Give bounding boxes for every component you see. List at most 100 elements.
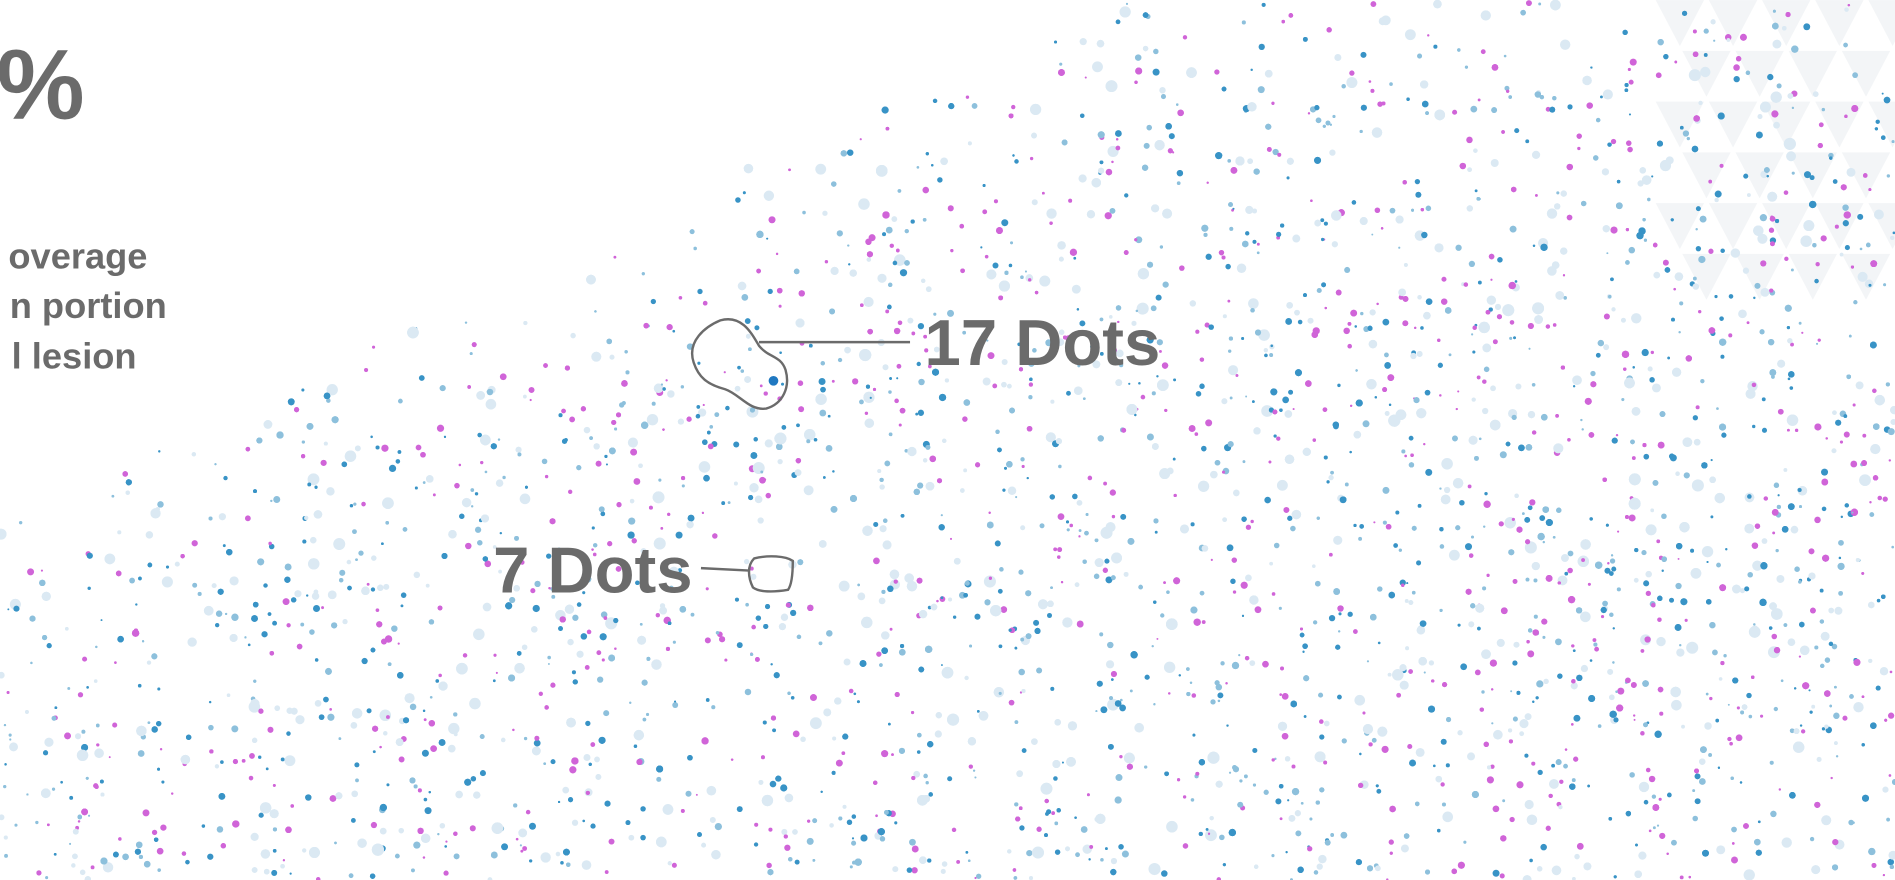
dot [604, 870, 609, 874]
dot [1589, 659, 1593, 662]
dot [1572, 375, 1582, 386]
dot [818, 378, 826, 386]
dot [1073, 386, 1083, 396]
dot [857, 583, 861, 587]
dot [1675, 471, 1680, 477]
dot [1400, 844, 1409, 853]
dot [1269, 561, 1273, 566]
dot [263, 583, 268, 588]
dot [1264, 69, 1273, 78]
dot [1719, 584, 1727, 592]
dot [963, 593, 968, 598]
dot [598, 506, 605, 513]
dot [289, 872, 292, 875]
dot [1437, 362, 1443, 368]
dot [974, 876, 977, 880]
dot [583, 426, 591, 434]
dot [1532, 629, 1539, 636]
dot [872, 387, 877, 392]
dot [541, 458, 548, 465]
dot [1054, 849, 1061, 855]
dot [1882, 496, 1888, 502]
dot [1464, 65, 1469, 69]
dot [1563, 763, 1568, 769]
dot [1252, 783, 1257, 787]
dot [1189, 681, 1193, 685]
dot [841, 751, 846, 755]
dot [1508, 728, 1513, 733]
dot [302, 539, 307, 544]
dot [1057, 547, 1063, 553]
dot [875, 165, 888, 177]
dot [1491, 107, 1498, 113]
dot [1314, 219, 1321, 227]
dot [131, 629, 140, 637]
triangle-pattern [1655, 0, 1895, 300]
dot [1250, 519, 1254, 524]
dot [1242, 460, 1246, 464]
dot [1138, 382, 1141, 385]
dot [763, 623, 769, 630]
dot [1573, 714, 1581, 722]
dot [1574, 853, 1580, 860]
dot [1091, 177, 1101, 188]
dot [265, 767, 269, 771]
dot [1077, 364, 1081, 368]
dot [1671, 699, 1682, 711]
dot [1318, 692, 1324, 698]
dot [904, 448, 909, 453]
dot [370, 821, 378, 829]
dot [998, 280, 1010, 292]
dot [1709, 696, 1713, 701]
dot [171, 792, 174, 795]
dot [1341, 84, 1346, 89]
dot [1861, 743, 1865, 747]
dot [1312, 438, 1316, 442]
dot [1222, 314, 1227, 319]
dot [508, 674, 516, 682]
dot [1616, 587, 1621, 592]
dot [267, 726, 274, 733]
dot [1572, 649, 1576, 652]
dot [1659, 159, 1672, 172]
dot [1538, 2, 1542, 6]
dot [4, 853, 8, 858]
dot [665, 379, 668, 382]
dot [917, 409, 925, 416]
dot [1138, 584, 1143, 590]
dot [8, 733, 12, 737]
dot [1587, 784, 1590, 788]
dot [889, 377, 892, 380]
dot [13, 605, 20, 612]
dot [1477, 98, 1481, 102]
dot [1840, 515, 1844, 519]
dot [1771, 375, 1775, 379]
dot [1263, 789, 1269, 795]
dot [455, 790, 463, 799]
dot [1457, 48, 1461, 52]
dot [1566, 163, 1573, 171]
dot [606, 338, 613, 345]
dot [1006, 461, 1013, 468]
dot [320, 459, 327, 466]
dot [1581, 428, 1584, 431]
dot [1278, 783, 1284, 789]
dot [1834, 224, 1839, 229]
dot [1333, 588, 1341, 595]
dot [1305, 380, 1312, 387]
dot [214, 764, 220, 769]
dot [1323, 221, 1328, 226]
dot [1482, 379, 1487, 384]
dot [892, 260, 898, 266]
dot [1111, 514, 1116, 519]
dot [864, 418, 875, 428]
dot [1833, 712, 1840, 719]
dot [1778, 788, 1782, 791]
dot [1497, 257, 1503, 263]
dot [1777, 359, 1786, 368]
dot [513, 803, 518, 808]
dot [1543, 678, 1549, 685]
dot [753, 437, 758, 442]
dot [514, 662, 525, 674]
dot [514, 535, 519, 541]
